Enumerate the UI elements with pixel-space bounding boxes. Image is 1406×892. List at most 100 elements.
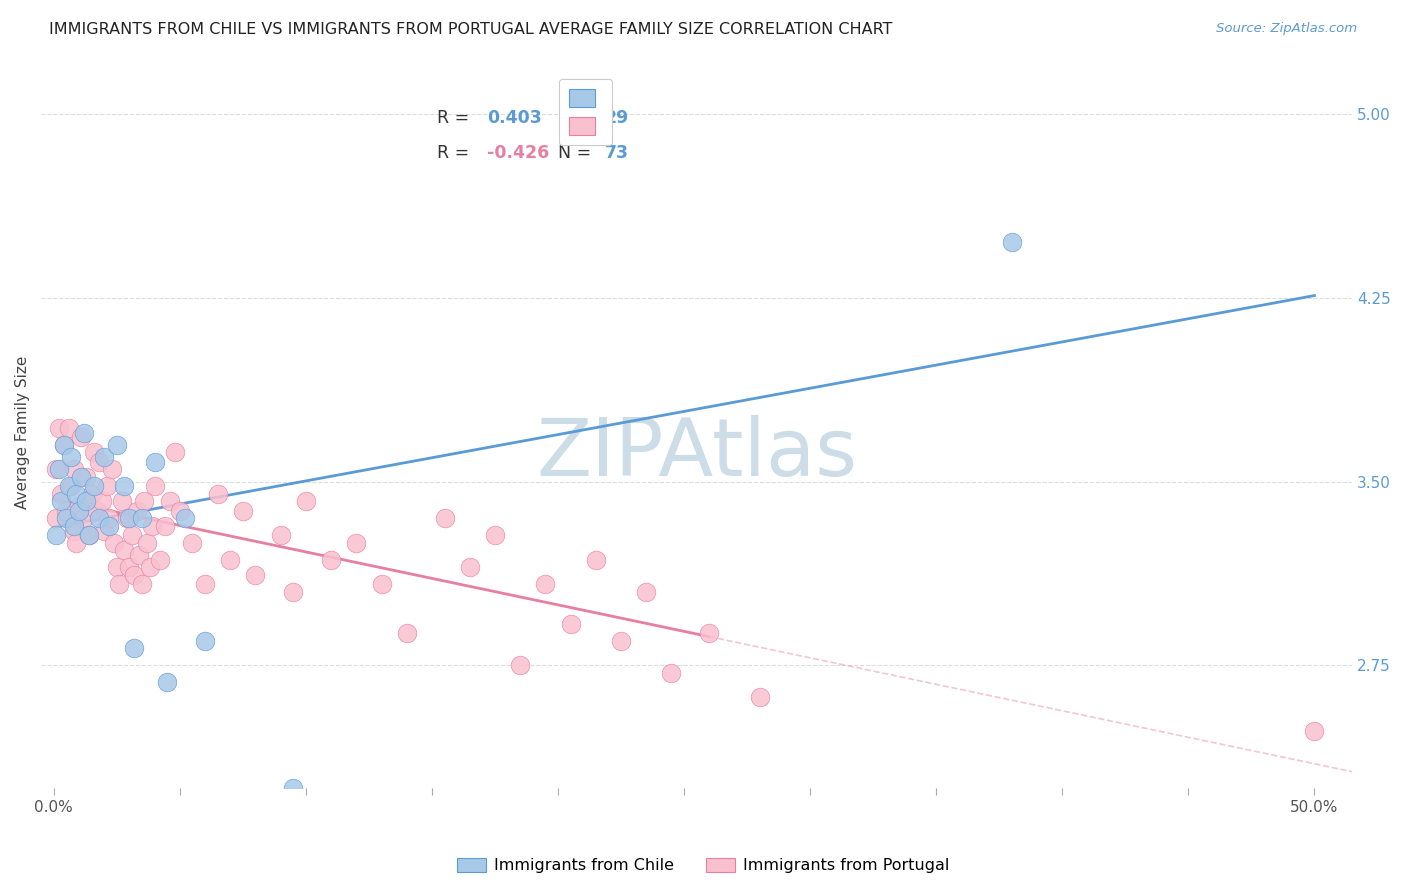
Text: ZIPAtlas: ZIPAtlas — [536, 415, 858, 493]
Point — [458, 560, 481, 574]
Point — [70, 430, 93, 444]
Point — [136, 536, 159, 550]
Point — [63, 462, 86, 476]
Point — [560, 616, 582, 631]
Text: IMMIGRANTS FROM CHILE VS IMMIGRANTS FROM PORTUGAL AVERAGE FAMILY SIZE CORRELATIO: IMMIGRANTS FROM CHILE VS IMMIGRANTS FROM… — [49, 22, 893, 37]
Point — [48, 462, 70, 476]
Point — [45, 528, 67, 542]
Point — [484, 528, 506, 542]
Point — [610, 633, 633, 648]
Point — [118, 511, 141, 525]
Text: N =: N = — [558, 145, 596, 162]
Point — [748, 690, 770, 705]
Point — [70, 469, 93, 483]
Point — [55, 504, 77, 518]
Text: R =: R = — [437, 145, 475, 162]
Point — [149, 553, 172, 567]
Legend: , : , — [558, 78, 612, 145]
Point — [93, 524, 115, 538]
Point — [131, 577, 153, 591]
Point — [115, 511, 138, 525]
Y-axis label: Average Family Size: Average Family Size — [15, 356, 30, 509]
Point — [156, 675, 179, 690]
Text: 29: 29 — [605, 110, 628, 128]
Point — [124, 641, 146, 656]
Point — [76, 494, 98, 508]
Point — [344, 536, 367, 550]
Point — [143, 455, 166, 469]
Point — [245, 567, 267, 582]
Point — [77, 528, 100, 542]
Point — [111, 494, 134, 508]
Point — [73, 425, 96, 440]
Point — [534, 577, 557, 591]
Point — [108, 577, 131, 591]
Point — [1001, 235, 1024, 249]
Point — [118, 560, 141, 574]
Point — [232, 504, 254, 518]
Point — [509, 658, 531, 673]
Point — [163, 445, 186, 459]
Point — [159, 494, 181, 508]
Point — [63, 524, 86, 538]
Point — [90, 494, 112, 508]
Point — [112, 479, 135, 493]
Point — [138, 560, 160, 574]
Point — [105, 438, 128, 452]
Point — [100, 462, 122, 476]
Point — [173, 511, 195, 525]
Point — [169, 504, 191, 518]
Point — [636, 584, 658, 599]
Point — [124, 567, 146, 582]
Text: Source: ZipAtlas.com: Source: ZipAtlas.com — [1216, 22, 1357, 36]
Point — [86, 504, 108, 518]
Point — [697, 626, 720, 640]
Point — [395, 626, 418, 640]
Text: -0.426: -0.426 — [486, 145, 550, 162]
Point — [63, 518, 86, 533]
Point — [65, 536, 87, 550]
Point — [207, 487, 229, 501]
Point — [45, 462, 67, 476]
Point — [67, 504, 90, 518]
Point — [319, 553, 342, 567]
Text: R =: R = — [437, 110, 475, 128]
Point — [153, 518, 176, 533]
Point — [96, 479, 118, 493]
Point — [73, 511, 96, 525]
Point — [45, 511, 67, 525]
Point — [270, 528, 292, 542]
Point — [77, 528, 100, 542]
Point — [128, 548, 150, 562]
Point — [80, 487, 103, 501]
Point — [143, 479, 166, 493]
Point — [295, 494, 318, 508]
Point — [105, 560, 128, 574]
Point — [433, 511, 456, 525]
Point — [93, 450, 115, 464]
Point — [58, 479, 80, 493]
Point — [87, 511, 110, 525]
Point — [98, 511, 121, 525]
Point — [65, 487, 87, 501]
Point — [60, 479, 83, 493]
Point — [60, 450, 83, 464]
Point — [121, 528, 143, 542]
Point — [134, 494, 156, 508]
Point — [112, 543, 135, 558]
Text: N =: N = — [558, 110, 596, 128]
Point — [661, 665, 683, 680]
Point — [98, 518, 121, 533]
Point — [283, 780, 305, 795]
Point — [219, 553, 242, 567]
Point — [52, 438, 75, 452]
Point — [141, 518, 163, 533]
Point — [76, 469, 98, 483]
Point — [67, 499, 90, 513]
Point — [83, 445, 105, 459]
Point — [283, 584, 305, 599]
Legend: Immigrants from Chile, Immigrants from Portugal: Immigrants from Chile, Immigrants from P… — [451, 851, 955, 880]
Point — [83, 479, 105, 493]
Point — [87, 455, 110, 469]
Point — [103, 536, 125, 550]
